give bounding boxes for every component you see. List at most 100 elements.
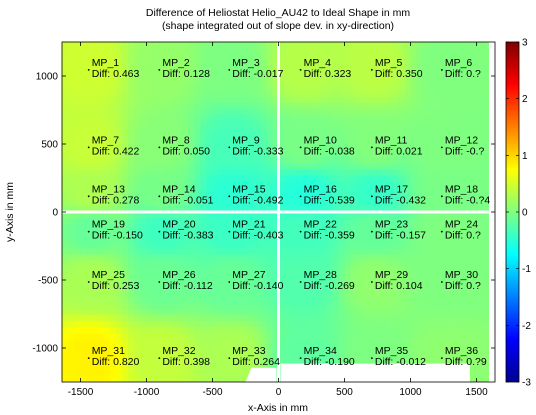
heatmap-cell [290,230,298,237]
heatmap-cell [482,212,490,219]
heatmap-cell [110,339,117,347]
heatmap-cell [86,102,93,110]
heatmap-cell [140,218,147,225]
heatmap-cell [320,212,328,219]
heatmap-cell [146,157,153,165]
heatmap-cell [392,78,400,86]
heatmap-cell [392,218,400,225]
heatmap-cell [104,151,111,158]
heatmap-cell [482,60,490,67]
heatmap-cell [464,127,472,134]
heatmap-cell [194,84,201,92]
heatmap-cell [392,169,400,177]
heatmap-cell [296,321,304,328]
heatmap-cell [296,84,304,92]
heatmap-cell [122,315,129,322]
heatmap-cell [464,175,472,183]
heatmap-cell [374,96,382,104]
heatmap-cell [194,230,201,237]
heatmap-cell [434,175,442,183]
heatmap-cell [62,102,69,110]
heatmap-cell [224,127,231,134]
heatmap-cell [374,315,382,322]
heatmap-cell [218,315,225,322]
heatmap-cell [314,151,322,158]
heatmap-cell [446,72,454,80]
point-marker [158,68,161,71]
heatmap-cell [98,309,105,316]
heatmap-cell [68,278,75,286]
heatmap-cell [182,139,189,146]
heatmap-cell [158,218,165,225]
heatmap-cell [368,163,376,171]
heatmap-cell [236,108,244,116]
heatmap-cell [314,193,322,201]
heatmap-cell [272,351,280,359]
heatmap-cell [344,66,352,73]
heatmap-cell [326,60,334,67]
heatmap-cell [398,321,406,328]
heatmap-cell [272,333,280,341]
heatmap-cell [356,54,364,61]
heatmap-cell [452,72,460,80]
heatmap-cell [218,193,225,201]
heatmap-cell [146,303,153,310]
heatmap-cell [176,260,183,268]
heatmap-cell [362,169,370,177]
heatmap-cell [104,351,111,359]
heatmap-cell [104,212,111,219]
heatmap-cell [284,60,292,67]
heatmap-cell [416,127,424,134]
heatmap-cell [422,297,430,304]
heatmap-cell [320,139,328,146]
heatmap-cell [170,175,177,183]
heatmap-cell [434,193,442,201]
heatmap-cell [74,102,81,110]
heatmap-cell [92,78,99,86]
heatmap-cell [230,163,237,171]
heatmap-cell [350,230,358,237]
heatmap-cell [428,175,436,183]
heatmap-cell [212,266,219,274]
heatmap-cell [92,290,99,298]
heatmap-cell [332,139,340,146]
heatmap-cell [218,120,225,128]
heatmap-cell [386,272,394,280]
heatmap-cell [458,333,466,341]
heatmap-cell [458,66,466,73]
heatmap-cell [368,284,376,292]
heatmap-cell [92,303,99,310]
heatmap-cell [110,54,117,61]
heatmap-cell [296,157,304,165]
heatmap-cell [422,321,430,328]
heatmap-cell [392,266,400,274]
heatmap-cell [230,369,237,377]
heatmap-cell [482,321,490,328]
heatmap-cell [164,333,171,341]
heatmap-cell [122,78,129,86]
heatmap-cell [152,351,159,359]
heatmap-cell [62,315,69,322]
heatmap-cell [98,66,105,73]
heatmap-cell [92,363,99,371]
heatmap-cell [266,96,274,104]
heatmap-cell [80,230,87,237]
heatmap-cell [458,157,466,165]
heatmap-cell [74,230,81,237]
heatmap-cell [92,90,99,98]
heatmap-cell [188,42,195,49]
heatmap-cell [80,309,87,316]
heatmap-cell [416,175,424,183]
heatmap-cell [86,327,93,335]
heatmap-cell [398,84,406,92]
heatmap-cell [410,351,418,359]
heatmap-cell [152,363,159,371]
heatmap-cell [188,193,195,201]
heatmap-cell [356,345,364,353]
heatmap-cell [188,169,195,177]
heatmap-cell [230,66,237,73]
heatmap-cell [74,363,81,371]
heatmap-cell [356,114,364,122]
heatmap-cell [212,145,219,152]
heatmap-cell [134,127,141,134]
